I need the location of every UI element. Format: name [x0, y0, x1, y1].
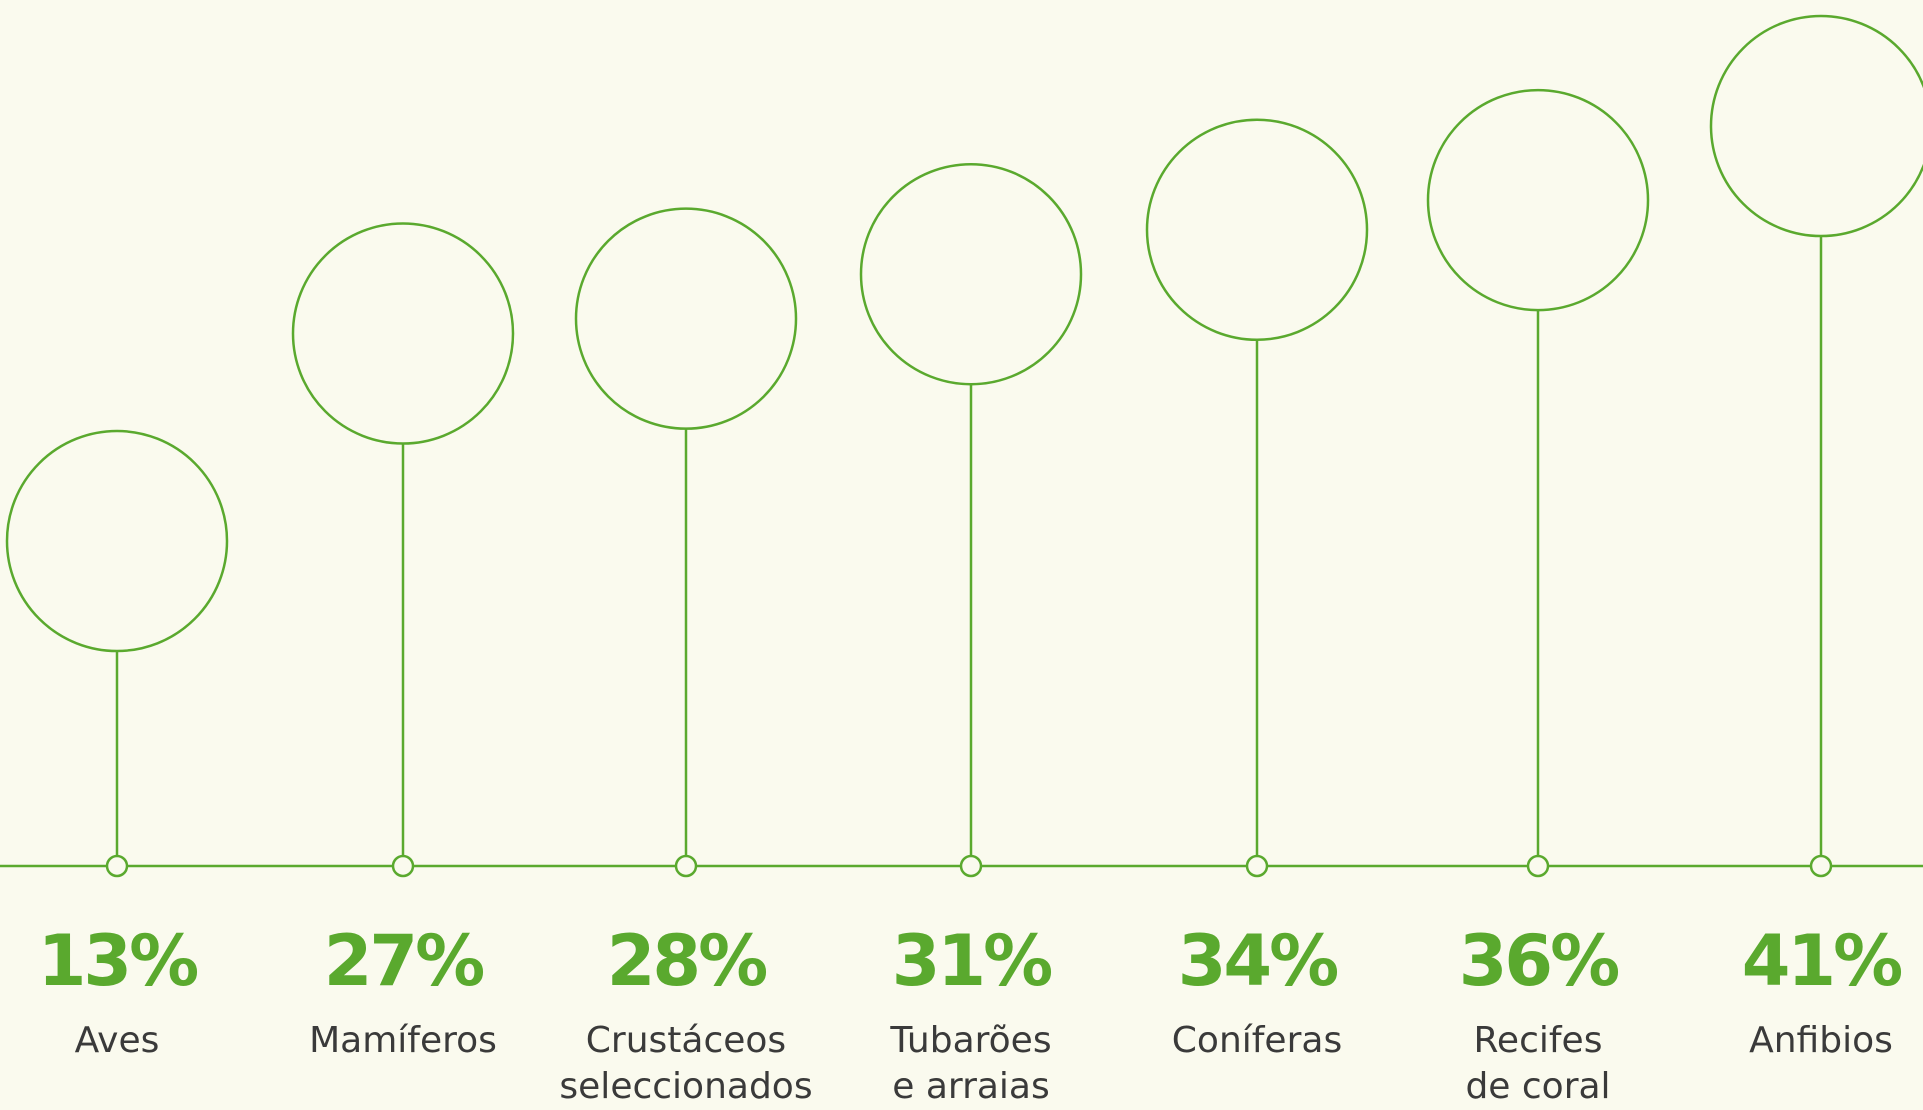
value-label: 34%: [1097, 920, 1417, 1002]
base-dot: [1811, 856, 1831, 876]
icon-circle: [1711, 16, 1923, 236]
icon-circle: [7, 431, 227, 651]
base-dot: [393, 856, 413, 876]
base-dot: [1247, 856, 1267, 876]
base-dot: [961, 856, 981, 876]
base-dot: [676, 856, 696, 876]
category-label: Mamíferos: [243, 1018, 563, 1064]
category-label: Crustáceos seleccionados: [526, 1018, 846, 1110]
icon-circle: [293, 224, 513, 444]
value-label: 13%: [0, 920, 277, 1002]
value-label: 28%: [526, 920, 846, 1002]
value-label: 31%: [811, 920, 1131, 1002]
category-label: Aves: [0, 1018, 277, 1064]
category-label: Anfibios: [1661, 1018, 1923, 1064]
value-label: 27%: [243, 920, 563, 1002]
category-label: Recifes de coral: [1378, 1018, 1698, 1110]
value-label: 36%: [1378, 920, 1698, 1002]
icon-circle: [1428, 90, 1648, 310]
base-dot: [107, 856, 127, 876]
value-label: 41%: [1661, 920, 1923, 1002]
category-label: Tubarões e arraias: [811, 1018, 1131, 1110]
base-dot: [1528, 856, 1548, 876]
icon-circle: [576, 209, 796, 429]
page: (() => { const data = JSON.parse(documen…: [0, 0, 1923, 1107]
icon-circle: [861, 164, 1081, 384]
category-label: Coníferas: [1097, 1018, 1417, 1064]
icon-circle: [1147, 120, 1367, 340]
